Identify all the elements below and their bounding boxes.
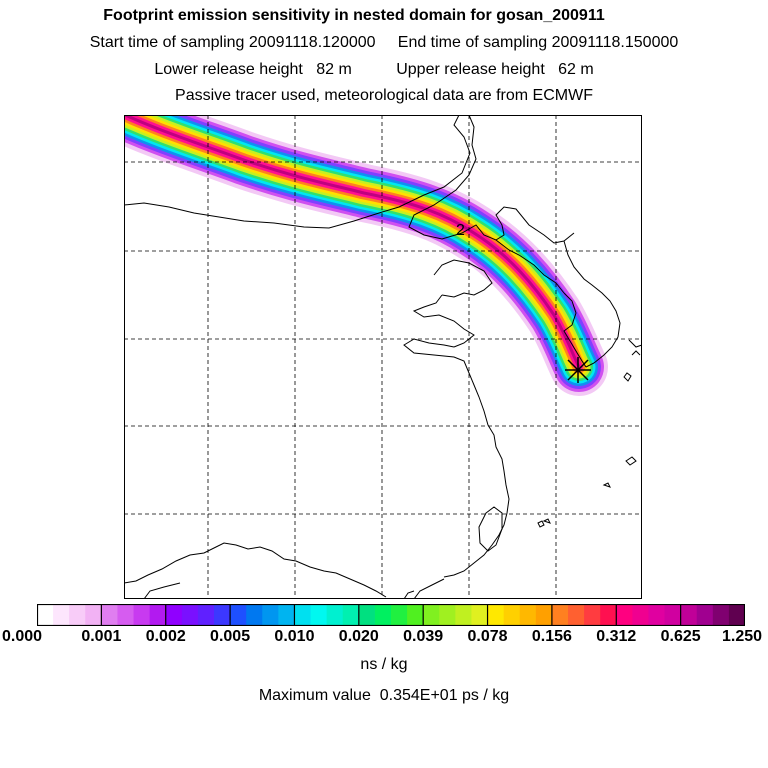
- colorbar-cell: [632, 604, 649, 626]
- colorbar-tick-label: 0.005: [210, 628, 251, 645]
- colorbar-cell: [584, 604, 601, 626]
- colorbar-cell: [519, 604, 537, 626]
- colorbar-cell: [262, 604, 279, 626]
- colorbar-tick-label: 0.156: [531, 628, 572, 645]
- colorbar-cell: [551, 604, 569, 626]
- graticule: [124, 115, 642, 599]
- colorbar-cell: [278, 604, 295, 626]
- colorbar-tick-label: 1.250: [721, 628, 763, 645]
- colorbar-cell: [664, 604, 682, 626]
- colorbar-cell: [230, 604, 247, 626]
- colorbar-cell: [535, 604, 553, 626]
- emission-plume: [124, 115, 608, 396]
- colorbar-cell: [487, 604, 505, 626]
- colorbar-cell: [197, 604, 215, 626]
- colorbar-cell: [439, 604, 456, 626]
- colorbar-tick-label: 0.010: [274, 628, 315, 645]
- colorbar-cell: [568, 604, 585, 626]
- colorbar-cell: [294, 604, 312, 626]
- sampling-times: Start time of sampling 20091118.120000 E…: [89, 34, 679, 51]
- colorbar-cell: [149, 604, 167, 626]
- colorbar-unit: ns / kg: [360, 656, 408, 673]
- colorbar-cell: [423, 604, 440, 626]
- colorbar-cell: [246, 604, 263, 626]
- colorbar-cell: [455, 604, 472, 626]
- colorbar-cell: [696, 604, 714, 626]
- colorbar-cell: [728, 604, 745, 626]
- colorbar-cell: [181, 604, 199, 626]
- colorbar-cell: [407, 604, 424, 626]
- colorbar-tick-label: 0.312: [596, 628, 637, 645]
- colorbar-cell: [53, 604, 70, 626]
- colorbar-cell: [471, 604, 489, 626]
- colorbar-cell: [342, 604, 360, 626]
- colorbar-tick-label: 0.078: [467, 628, 508, 645]
- colorbar-tick-label: 0.625: [660, 628, 701, 645]
- colorbar-cell: [358, 604, 376, 626]
- colorbar: [37, 604, 745, 626]
- colorbar-cell: [117, 604, 135, 626]
- colorbar-cell: [165, 604, 183, 626]
- maximum-value: Maximum value 0.354E+01 ps / kg: [258, 687, 510, 704]
- coastlines: [124, 115, 642, 599]
- model-info: Passive tracer used, meteorological data…: [175, 87, 593, 104]
- release-heights: Lower release height 82 m Upper release …: [154, 61, 594, 78]
- colorbar-cell: [214, 604, 231, 626]
- colorbar-cell: [310, 604, 328, 626]
- colorbar-cell: [326, 604, 344, 626]
- plume-band: [124, 115, 581, 369]
- colorbar-tick-label: 0.000: [1, 628, 43, 645]
- colorbar-cell: [600, 604, 617, 626]
- colorbar-cell: [374, 604, 392, 626]
- colorbar-tick-label: 0.039: [403, 628, 444, 645]
- footprint-map: 2: [124, 115, 642, 599]
- colorbar-tick-label: 0.020: [338, 628, 379, 645]
- colorbar-cell: [101, 604, 118, 626]
- colorbar-tick-label: 0.001: [81, 628, 122, 645]
- receptor-marker: [565, 357, 591, 383]
- colorbar-tick-label: 0.002: [145, 628, 186, 645]
- colorbar-cell: [391, 604, 408, 626]
- colorbar-cell: [712, 604, 730, 626]
- colorbar-cell: [680, 604, 698, 626]
- colorbar-cell: [37, 604, 54, 626]
- colorbar-cell: [616, 604, 633, 626]
- trajectory-label: 2: [456, 222, 465, 239]
- map-title: Footprint emission sensitivity in nested…: [103, 7, 605, 24]
- colorbar-cell: [503, 604, 521, 626]
- colorbar-cell: [85, 604, 102, 626]
- colorbar-cell: [69, 604, 86, 626]
- colorbar-cell: [133, 604, 151, 626]
- colorbar-cell: [648, 604, 666, 626]
